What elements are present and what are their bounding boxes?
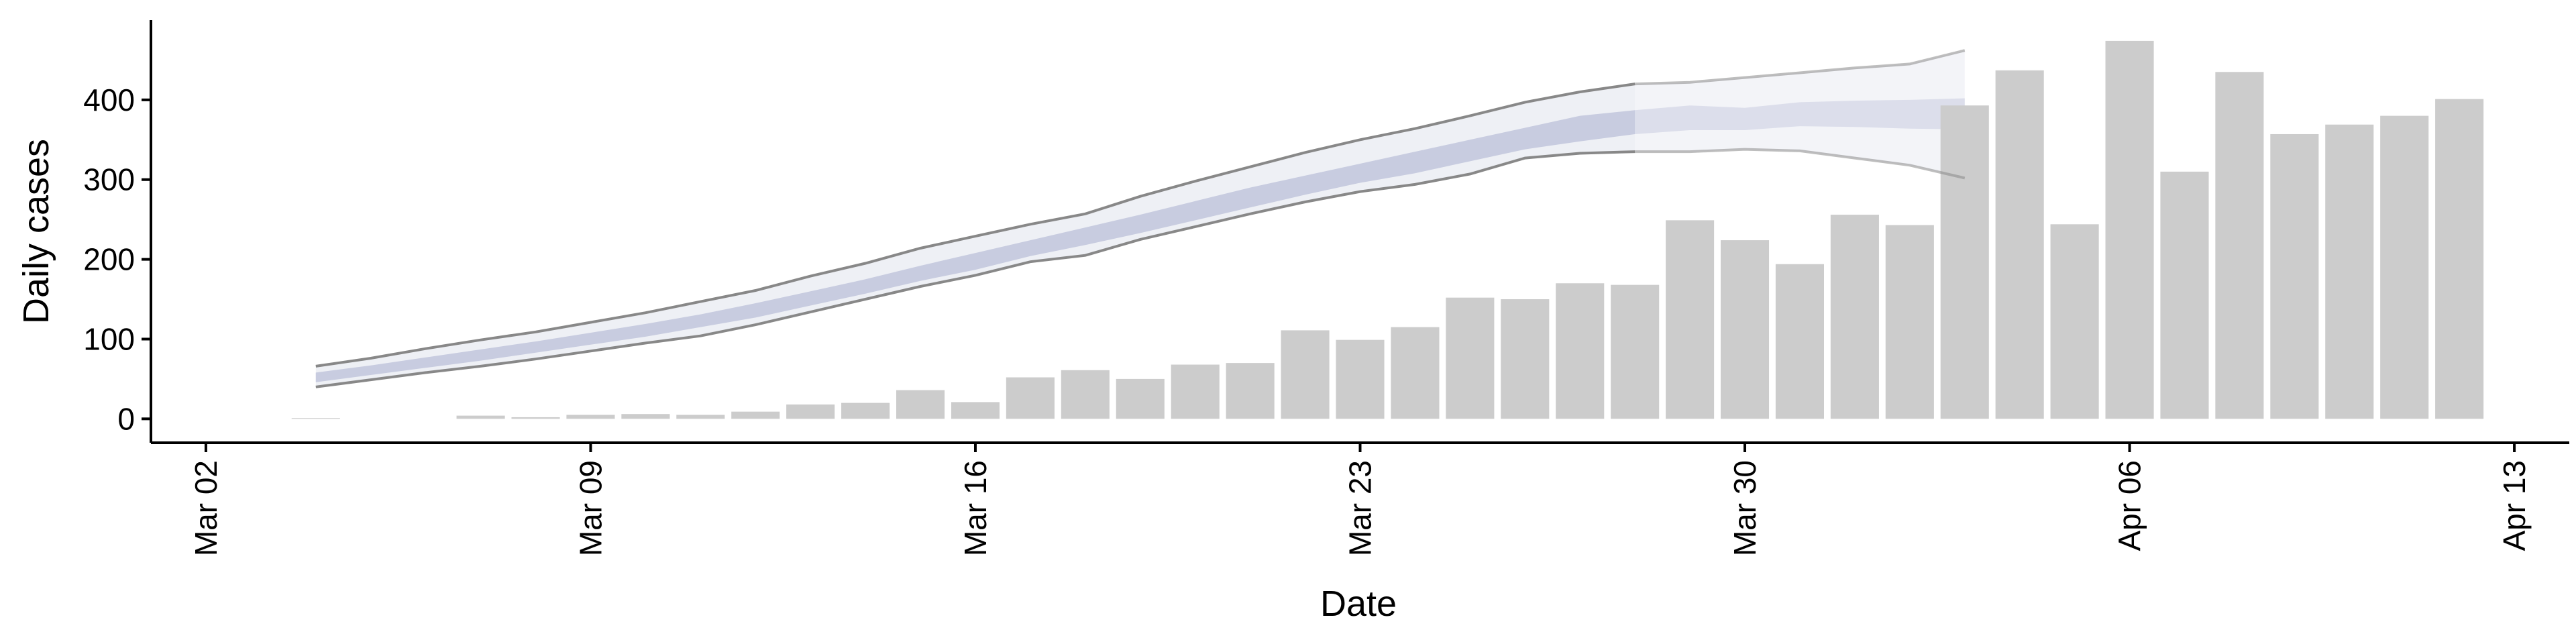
bar xyxy=(2215,72,2264,419)
bar xyxy=(2325,124,2374,419)
estimate-bound-lines xyxy=(315,49,1966,388)
estimate-lower-line xyxy=(315,150,1635,388)
bar xyxy=(2380,115,2429,419)
x-tick-label: Mar 02 xyxy=(189,460,223,556)
bar xyxy=(1006,377,1055,419)
bar xyxy=(731,411,780,419)
estimate-inner-band xyxy=(315,110,1635,382)
bar xyxy=(2105,40,2154,419)
bar xyxy=(511,417,560,419)
bar xyxy=(2270,133,2319,419)
x-tick-label: Apr 13 xyxy=(2497,460,2532,551)
x-tick-label: Mar 23 xyxy=(1343,460,1378,556)
estimate-lower-line-nowcast xyxy=(1635,148,1966,180)
x-tick-label: Apr 06 xyxy=(2112,460,2147,551)
bar xyxy=(566,415,615,419)
x-tick-label: Mar 16 xyxy=(958,460,993,556)
y-axis-title: Daily cases xyxy=(16,139,56,324)
bar xyxy=(2160,171,2209,419)
bar xyxy=(1556,283,1605,419)
bar xyxy=(1995,70,2044,419)
y-axis-ticks: 0 100 200 300 400 xyxy=(83,83,151,436)
bar xyxy=(1666,220,1715,419)
estimate-outer-band xyxy=(315,84,1635,387)
bar xyxy=(291,418,340,419)
y-tick-label: 100 xyxy=(83,321,135,356)
estimate-inner-band-nowcast xyxy=(1635,98,1965,134)
bar xyxy=(1226,363,1275,419)
bar xyxy=(456,415,505,419)
bar xyxy=(1336,339,1385,419)
x-tick-label: Mar 30 xyxy=(1727,460,1762,556)
bar xyxy=(896,390,945,419)
y-tick-label: 400 xyxy=(83,83,135,117)
bar xyxy=(1061,370,1110,419)
bar xyxy=(1391,327,1440,419)
bar xyxy=(676,415,725,419)
estimate-upper-line-nowcast xyxy=(1635,49,1966,86)
bar xyxy=(841,402,890,419)
bar-series xyxy=(291,40,2484,419)
bar xyxy=(1501,299,1550,419)
bar xyxy=(2435,99,2484,419)
x-axis-ticks: Mar 02 Mar 09 Mar 16 Mar 23 Mar 30 Apr 06 Apr … xyxy=(189,443,2532,556)
x-axis-title: Date xyxy=(1320,584,1397,624)
y-tick-label: 0 xyxy=(117,401,135,436)
bar xyxy=(1720,240,1770,419)
bar xyxy=(1830,215,1879,419)
bar xyxy=(1611,284,1660,419)
y-tick-label: 300 xyxy=(83,162,135,197)
bar xyxy=(621,414,670,419)
y-tick-label: 200 xyxy=(83,242,135,277)
bar xyxy=(1940,105,1989,419)
bar xyxy=(1171,364,1220,419)
bar xyxy=(1446,297,1495,419)
bar xyxy=(951,402,1000,419)
estimate-bands xyxy=(315,50,1965,387)
bar xyxy=(1885,225,1934,419)
bar xyxy=(1116,378,1165,419)
x-tick-label: Mar 09 xyxy=(574,460,608,556)
bar xyxy=(786,404,835,419)
estimate-upper-line xyxy=(315,83,1635,368)
bar xyxy=(1775,264,1825,419)
bar xyxy=(1281,330,1330,419)
bar xyxy=(2050,224,2099,419)
